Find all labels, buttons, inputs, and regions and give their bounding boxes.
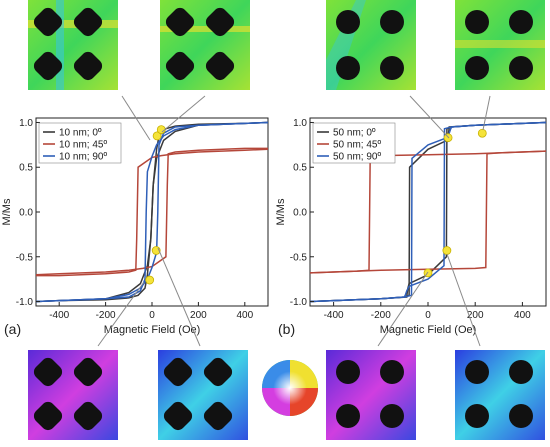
x-tick-label: 400 xyxy=(514,310,531,321)
x-tick-label: 400 xyxy=(236,310,253,321)
y-tick-label: -0.5 xyxy=(290,252,308,263)
series-line-1-descending xyxy=(309,150,547,274)
y-tick-label: 1.0 xyxy=(293,118,307,129)
color-wheel-icon xyxy=(262,360,318,416)
domain-image-top-left-b xyxy=(326,0,416,90)
connector-arrows xyxy=(97,95,491,347)
domain-image-top-right-a xyxy=(160,0,250,90)
x-tick-label: 0 xyxy=(149,310,155,321)
state-marker-2 xyxy=(442,246,452,255)
domain-image-bottom-mid-a xyxy=(158,350,248,440)
x-tick-label: -200 xyxy=(96,310,116,321)
domain-image-bottom-right xyxy=(455,350,545,440)
y-tick-label: 0.0 xyxy=(293,208,307,219)
legend-entry: 50 nm; 45º xyxy=(333,140,381,151)
y-tick-label: -0.5 xyxy=(16,252,34,263)
panel-label: (a) xyxy=(4,321,21,337)
x-axis-label: Magnetic Field (Oe) xyxy=(104,324,201,336)
legend-entry: 50 nm; 0º xyxy=(333,128,376,139)
y-tick-label: 0.5 xyxy=(19,163,33,174)
state-marker-3 xyxy=(145,275,155,285)
legend-entry: 10 nm; 90º xyxy=(59,152,107,163)
series-line-0-descending xyxy=(35,121,269,303)
state-marker-1 xyxy=(477,128,487,138)
x-axis-label: Magnetic Field (Oe) xyxy=(380,324,477,336)
y-tick-label: -1.0 xyxy=(16,297,34,308)
series-line-1-descending xyxy=(35,147,268,276)
legend-entry: 10 nm; 0º xyxy=(59,128,102,139)
domain-image-bottom-left xyxy=(28,350,118,440)
x-tick-label: 200 xyxy=(467,310,484,321)
x-tick-label: -200 xyxy=(371,310,391,321)
x-tick-label: 200 xyxy=(190,310,207,321)
y-axis-label: M/Ms xyxy=(1,198,13,225)
y-tick-label: 1.0 xyxy=(19,118,33,129)
legend-entry: 10 nm; 45º xyxy=(59,140,107,151)
state-marker-0 xyxy=(152,131,162,141)
x-tick-label: -400 xyxy=(324,310,344,321)
panel-label: (b) xyxy=(278,321,295,337)
y-tick-label: -1.0 xyxy=(290,297,308,308)
y-tick-label: 0.0 xyxy=(19,208,33,219)
series-line-2-descending xyxy=(35,121,269,303)
y-axis-label: M/Ms xyxy=(275,198,287,225)
y-tick-label: 0.5 xyxy=(293,163,307,174)
series-line-1-ascending xyxy=(36,148,269,277)
x-tick-label: -400 xyxy=(49,310,69,321)
domain-image-top-left xyxy=(28,0,118,90)
series-line-2-descending xyxy=(309,121,547,303)
chart-panel-b: -400 -200 0 200 400 -1.0 -0.5 0.0 0.5 1.0 50 nm; … xyxy=(275,117,547,337)
x-tick-label: 0 xyxy=(425,310,431,321)
legend-entry: 50 nm; 90º xyxy=(333,152,381,163)
domain-image-top-right-b xyxy=(455,0,545,90)
chart-panel-a: -400 -200 0 200 400 -1.0 -0.5 0.0 0.5 1.0 10 nm; … xyxy=(1,117,269,337)
domain-image-bottom-mid-b xyxy=(326,350,416,440)
